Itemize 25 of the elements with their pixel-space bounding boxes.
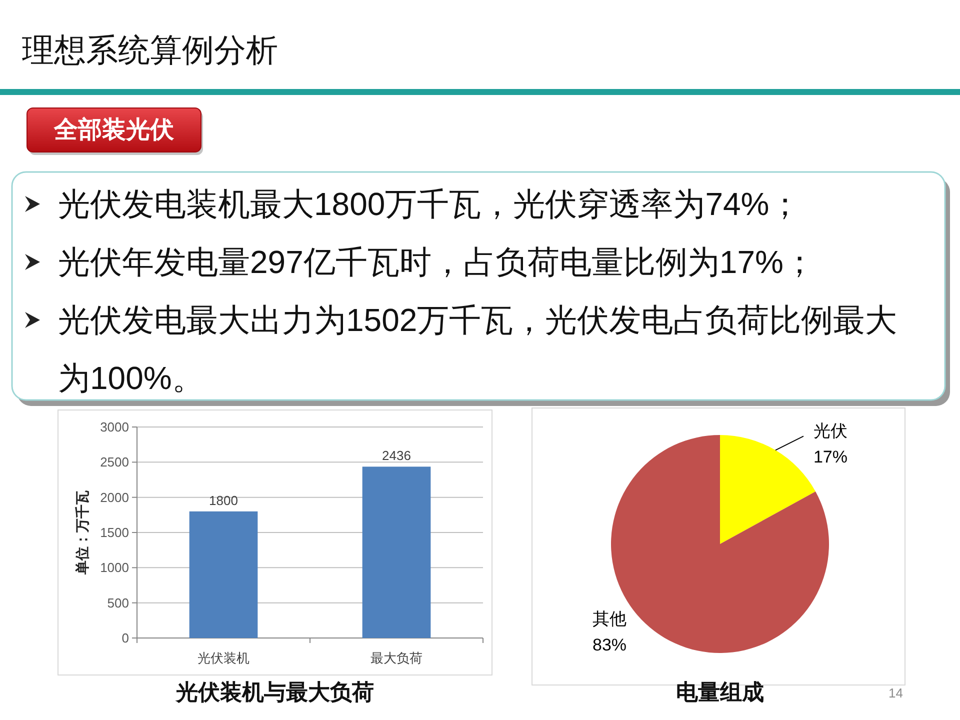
text: 理想系统算例分析 bbox=[22, 32, 278, 68]
slice-label: 光伏 bbox=[813, 422, 848, 441]
text: 全部装光伏 bbox=[53, 116, 175, 144]
y-tick-label: 0 bbox=[122, 630, 129, 646]
y-tick-label: 2000 bbox=[100, 490, 129, 505]
data-label: 83% bbox=[592, 635, 627, 654]
text: 电量组成 bbox=[676, 680, 764, 704]
x-tick-label: 最大负荷 bbox=[370, 650, 422, 666]
y-tick-label: 1500 bbox=[100, 525, 129, 540]
data-label: 17% bbox=[813, 448, 848, 467]
pie-slice bbox=[720, 435, 816, 544]
text: 光伏发电装机最大1800万千瓦，光伏穿透率为74%； bbox=[58, 186, 802, 222]
y-axis-title: 单位：万千瓦 bbox=[74, 490, 90, 576]
text: 光伏装机与最大负荷 bbox=[175, 680, 374, 704]
text: 光伏年发电量297亿千瓦时，占负荷电量比例为17%； bbox=[58, 244, 816, 280]
slice-label: 其他 bbox=[592, 609, 627, 628]
y-tick-label: 1000 bbox=[100, 560, 129, 576]
text: 光伏发电最大出力为1502万千瓦，光伏发电占负荷比例最大为100%。 bbox=[58, 302, 898, 396]
y-tick-label: 3000 bbox=[100, 420, 129, 434]
y-tick-label: 2500 bbox=[100, 454, 129, 470]
y-tick-label: 500 bbox=[107, 595, 129, 610]
text: 14 bbox=[888, 686, 903, 700]
data-label: 1800 bbox=[209, 492, 238, 508]
data-label: 2436 bbox=[382, 448, 411, 464]
x-tick-label: 光伏装机 bbox=[198, 650, 250, 666]
